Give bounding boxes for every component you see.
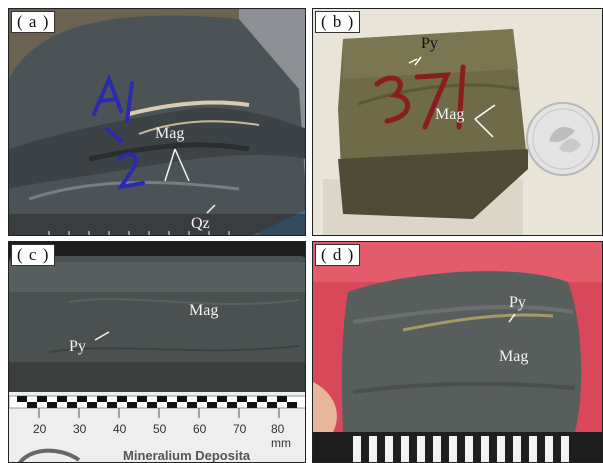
ruler-tick-50: 50: [153, 422, 167, 436]
panel-tag-d: ( d ): [315, 244, 361, 266]
py-pointer-line-d: [508, 313, 516, 323]
ruler-tick-20: 20: [33, 422, 47, 436]
py-label-d: Py: [509, 294, 526, 311]
py-label-b: Py: [421, 35, 438, 52]
drillcore-photo-c: [9, 242, 305, 462]
qz-pointer-line: [206, 204, 216, 214]
scale-ruler: [9, 395, 305, 418]
panel-tag-a: ( a ): [11, 11, 56, 33]
mag-label-b: Mag: [435, 106, 465, 123]
photo-panel-b: ( b ) Py Mag: [312, 8, 603, 236]
logo-arc-icon: [18, 448, 81, 462]
mag-label-d: Mag: [499, 348, 529, 365]
mag-pointer-lines-a: [164, 148, 190, 182]
photo-panel-c: ( c ) Mag Py 20 30 40 50 60 70 80 mm Min…: [8, 241, 306, 463]
mag-pointer-lines-b: [474, 104, 496, 138]
ruler-tick-40: 40: [113, 422, 127, 436]
rock-photo-a: [9, 9, 305, 235]
ruler-brand-text: Mineralium Deposita: [123, 448, 251, 463]
mag-label-c: Mag: [189, 302, 219, 319]
handwritten-sample-number-a: [92, 73, 145, 190]
coin-icon: [526, 102, 600, 176]
rock-photo-d: [313, 242, 602, 462]
py-pointer-line-c: [94, 331, 110, 341]
py-label-c: Py: [69, 338, 86, 355]
panel-tag-b: ( b ): [315, 11, 361, 33]
mag-label-a: Mag: [155, 125, 185, 142]
handwritten-sample-number-b: [374, 64, 466, 130]
py-pointer-lines-b: [408, 56, 422, 66]
ruler-tick-30: 30: [73, 422, 87, 436]
panel-tag-c: ( c ): [11, 244, 56, 266]
photo-panel-d: ( d ) Py Mag: [312, 241, 603, 463]
photo-panel-a: ( a ) Mag Qz: [8, 8, 306, 236]
ruler-tick-60: 60: [193, 422, 207, 436]
rock-photo-b: [313, 9, 602, 235]
ruler-tick-80: 80 mm: [271, 422, 291, 450]
ruler-tick-70: 70: [233, 422, 247, 436]
qz-label-a: Qz: [191, 215, 210, 232]
